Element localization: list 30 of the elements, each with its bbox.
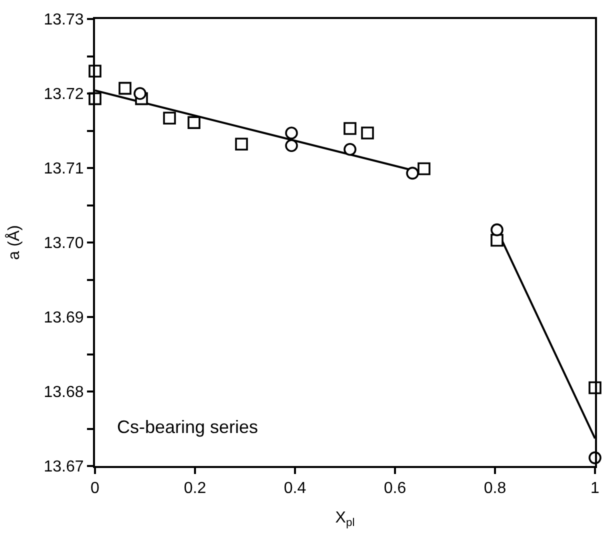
point xyxy=(490,234,504,247)
y-tick-label: 13.73 xyxy=(44,12,84,29)
point xyxy=(285,126,298,140)
y-tick-label: 13.69 xyxy=(44,310,84,327)
y-tick-label: 13.72 xyxy=(44,86,84,104)
x-tick-label: 0.2 xyxy=(184,480,206,498)
y-tick-label: 13.71 xyxy=(44,160,84,178)
x-tick-label: 0.6 xyxy=(384,480,406,498)
point xyxy=(118,82,132,95)
point xyxy=(344,122,356,135)
y-axis-title: a (Å) xyxy=(5,225,24,260)
point xyxy=(285,139,298,152)
y-tick-label: 13.70 xyxy=(44,235,84,252)
annotation: Cs-bearing series xyxy=(117,417,258,437)
point xyxy=(344,142,356,156)
x-tick-label: 0 xyxy=(90,480,100,498)
point xyxy=(235,138,248,151)
y-tick-label: 13.67 xyxy=(44,458,84,476)
x-tick-label: 0.4 xyxy=(284,480,306,498)
point xyxy=(134,87,146,100)
x-axis-title: X$_{pl}$ xyxy=(335,509,355,529)
point xyxy=(406,166,419,180)
point xyxy=(188,116,200,129)
point xyxy=(418,162,430,176)
x-tick-label: 1 xyxy=(590,480,600,498)
x-tick-label: 0.8 xyxy=(484,480,506,498)
point xyxy=(361,126,374,140)
y-tick-label: 13.68 xyxy=(44,384,84,402)
point xyxy=(163,112,176,124)
point xyxy=(490,223,504,236)
